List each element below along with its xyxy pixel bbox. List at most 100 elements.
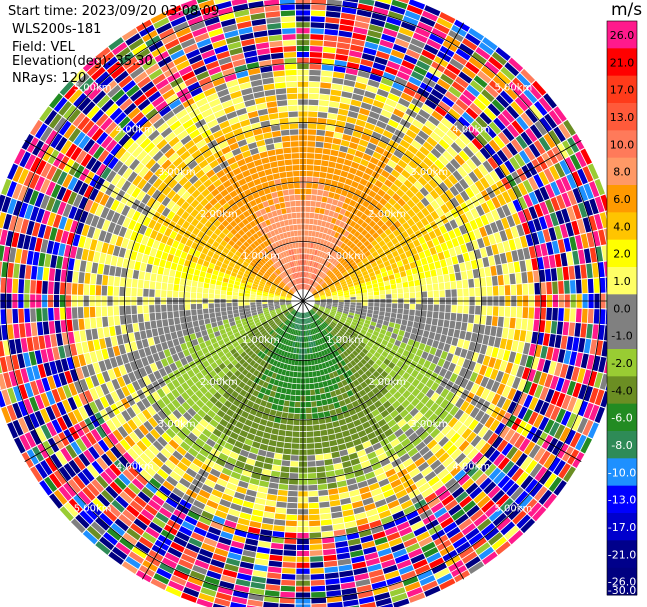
velocity-gate <box>326 294 332 297</box>
velocity-gate <box>365 399 374 407</box>
velocity-gate <box>172 291 179 298</box>
velocity-gate <box>448 229 457 240</box>
velocity-gate <box>449 158 461 170</box>
velocity-gate <box>423 435 434 445</box>
velocity-gate <box>548 130 561 146</box>
velocity-gate <box>528 397 539 411</box>
velocity-gate <box>386 303 392 308</box>
velocity-gate <box>539 186 550 201</box>
velocity-gate <box>425 378 435 388</box>
velocity-gate <box>368 302 374 307</box>
velocity-gate <box>125 278 132 288</box>
velocity-gate <box>313 292 319 296</box>
velocity-gate <box>342 509 354 517</box>
velocity-gate <box>312 307 318 311</box>
velocity-gate <box>432 417 443 428</box>
velocity-gate <box>205 532 220 542</box>
velocity-gate <box>520 131 533 146</box>
velocity-gate <box>463 129 475 141</box>
velocity-gate <box>307 473 317 479</box>
velocity-gate <box>238 296 244 300</box>
velocity-gate <box>357 164 367 173</box>
velocity-gate <box>450 281 457 290</box>
velocity-gate <box>294 341 298 348</box>
velocity-gate <box>359 205 367 213</box>
velocity-gate <box>350 294 356 298</box>
velocity-gate <box>280 343 285 350</box>
velocity-gate <box>371 409 380 417</box>
velocity-gate <box>313 377 318 383</box>
velocity-gate <box>296 348 300 354</box>
velocity-gate <box>356 449 367 458</box>
velocity-gate <box>471 537 487 551</box>
velocity-gate <box>232 291 239 296</box>
velocity-gate <box>367 431 377 440</box>
velocity-gate <box>364 250 371 258</box>
velocity-gate <box>311 365 316 371</box>
velocity-gate <box>347 110 359 119</box>
velocity-gate <box>196 521 210 531</box>
velocity-gate <box>346 355 353 362</box>
velocity-gate <box>272 531 285 538</box>
velocity-gate <box>36 280 42 294</box>
velocity-gate <box>303 312 305 319</box>
velocity-gate <box>190 303 197 310</box>
velocity-gate <box>469 80 484 93</box>
velocity-gate <box>462 340 470 350</box>
velocity-gate <box>517 248 525 261</box>
velocity-gate <box>449 185 460 197</box>
velocity-gate <box>480 277 487 287</box>
velocity-gate <box>528 444 541 459</box>
velocity-gate <box>293 347 297 354</box>
velocity-gate <box>534 384 544 399</box>
velocity-gate <box>256 455 266 463</box>
velocity-gate <box>208 303 215 309</box>
velocity-gate <box>253 564 268 572</box>
velocity-gate <box>372 265 380 272</box>
velocity-gate <box>451 354 460 365</box>
velocity-gate <box>283 363 288 370</box>
velocity-gate <box>377 189 386 198</box>
velocity-gate <box>295 395 301 402</box>
velocity-gate <box>399 453 411 463</box>
velocity-gate <box>480 459 493 473</box>
velocity-gate <box>391 592 408 603</box>
velocity-gate <box>434 159 445 170</box>
velocity-gate <box>352 215 360 223</box>
velocity-gate <box>163 326 170 334</box>
velocity-gate <box>162 319 169 327</box>
velocity-gate <box>314 313 319 319</box>
velocity-gate <box>365 35 381 45</box>
velocity-gate <box>528 176 539 191</box>
velocity-gate <box>306 431 314 437</box>
velocity-gate <box>462 89 477 102</box>
velocity-gate <box>316 225 321 232</box>
velocity-gate <box>168 318 175 326</box>
velocity-gate <box>339 24 354 32</box>
velocity-gate <box>264 590 280 597</box>
velocity-gate <box>306 254 310 260</box>
velocity-gate <box>411 267 418 275</box>
velocity-gate <box>319 292 325 296</box>
velocity-gate <box>314 249 318 256</box>
velocity-gate <box>341 314 348 319</box>
velocity-gate <box>415 564 431 575</box>
velocity-gate <box>334 389 342 396</box>
velocity-gate <box>512 212 521 226</box>
velocity-gate <box>522 247 531 260</box>
velocity-gate <box>324 328 330 334</box>
velocity-gate <box>361 373 369 381</box>
velocity-gate <box>435 395 445 406</box>
velocity-gate <box>331 309 337 313</box>
velocity-gate <box>384 570 400 580</box>
velocity-gate <box>328 353 334 360</box>
velocity-gate <box>442 232 451 242</box>
velocity-gate <box>421 580 438 592</box>
velocity-gate <box>398 386 407 395</box>
velocity-gate <box>365 316 372 321</box>
velocity-gate <box>378 114 390 124</box>
velocity-gate <box>506 374 516 387</box>
velocity-gate <box>284 538 297 545</box>
velocity-gate <box>304 372 309 378</box>
velocity-gate <box>472 323 480 334</box>
